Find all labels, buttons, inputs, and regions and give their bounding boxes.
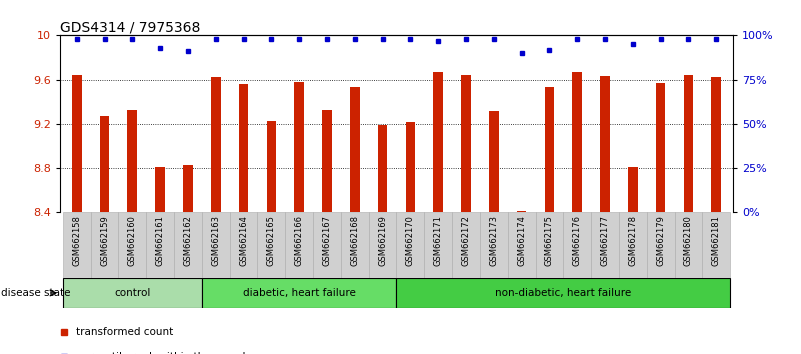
- Bar: [211, 78, 220, 354]
- Text: GSM662168: GSM662168: [350, 215, 360, 266]
- Bar: [425, 212, 452, 278]
- Text: GSM662164: GSM662164: [239, 215, 248, 266]
- Bar: [600, 76, 610, 354]
- Bar: [267, 121, 276, 354]
- Bar: [646, 212, 674, 278]
- Text: non-diabetic, heart failure: non-diabetic, heart failure: [495, 288, 631, 298]
- Bar: [405, 122, 415, 354]
- Bar: [127, 109, 137, 354]
- Bar: [433, 72, 443, 354]
- Bar: [202, 212, 230, 278]
- Bar: [396, 212, 425, 278]
- Text: GSM662170: GSM662170: [406, 215, 415, 266]
- Bar: [545, 87, 554, 354]
- Bar: [619, 212, 646, 278]
- Bar: [313, 212, 341, 278]
- Bar: [62, 278, 202, 308]
- Bar: [656, 83, 666, 354]
- Bar: [702, 212, 731, 278]
- Text: GSM662177: GSM662177: [601, 215, 610, 266]
- Bar: [285, 212, 313, 278]
- Text: GSM662163: GSM662163: [211, 215, 220, 266]
- Text: GSM662172: GSM662172: [461, 215, 470, 266]
- Text: disease state: disease state: [1, 288, 70, 298]
- Text: GSM662181: GSM662181: [712, 215, 721, 266]
- Bar: [294, 82, 304, 354]
- Bar: [155, 167, 165, 354]
- Bar: [183, 165, 193, 354]
- Bar: [62, 212, 91, 278]
- Bar: [480, 212, 508, 278]
- Text: GSM662159: GSM662159: [100, 215, 109, 266]
- Bar: [508, 212, 536, 278]
- Bar: [452, 212, 480, 278]
- Bar: [91, 212, 119, 278]
- Text: GSM662171: GSM662171: [433, 215, 443, 266]
- Bar: [683, 75, 694, 354]
- Bar: [573, 72, 582, 354]
- Text: percentile rank within the sample: percentile rank within the sample: [76, 352, 252, 354]
- Bar: [202, 278, 396, 308]
- Bar: [72, 75, 82, 354]
- Bar: [711, 78, 721, 354]
- Text: control: control: [115, 288, 151, 298]
- Text: GSM662165: GSM662165: [267, 215, 276, 266]
- Bar: [257, 212, 285, 278]
- Bar: [563, 212, 591, 278]
- Text: GSM662169: GSM662169: [378, 215, 387, 266]
- Bar: [239, 84, 248, 354]
- Bar: [99, 116, 110, 354]
- Text: GDS4314 / 7975368: GDS4314 / 7975368: [60, 20, 200, 34]
- Text: GSM662175: GSM662175: [545, 215, 554, 266]
- Bar: [350, 87, 360, 354]
- Bar: [147, 212, 174, 278]
- Bar: [378, 125, 388, 354]
- Text: transformed count: transformed count: [76, 327, 173, 337]
- Text: GSM662167: GSM662167: [323, 215, 332, 266]
- Bar: [536, 212, 563, 278]
- Text: GSM662174: GSM662174: [517, 215, 526, 266]
- Bar: [674, 212, 702, 278]
- Text: GSM662176: GSM662176: [573, 215, 582, 266]
- Bar: [230, 212, 257, 278]
- Bar: [174, 212, 202, 278]
- Bar: [489, 110, 499, 354]
- Text: GSM662160: GSM662160: [128, 215, 137, 266]
- Bar: [461, 75, 471, 354]
- Text: GSM662158: GSM662158: [72, 215, 81, 266]
- Text: GSM662179: GSM662179: [656, 215, 665, 266]
- Bar: [517, 211, 526, 354]
- Text: diabetic, heart failure: diabetic, heart failure: [243, 288, 356, 298]
- Bar: [628, 167, 638, 354]
- Bar: [591, 212, 619, 278]
- Text: GSM662162: GSM662162: [183, 215, 192, 266]
- Bar: [322, 109, 332, 354]
- Text: GSM662161: GSM662161: [155, 215, 165, 266]
- Bar: [368, 212, 396, 278]
- Text: GSM662180: GSM662180: [684, 215, 693, 266]
- Bar: [119, 212, 147, 278]
- Text: GSM662178: GSM662178: [628, 215, 638, 266]
- Text: GSM662173: GSM662173: [489, 215, 498, 266]
- Text: GSM662166: GSM662166: [295, 215, 304, 266]
- Bar: [396, 278, 731, 308]
- Bar: [341, 212, 368, 278]
